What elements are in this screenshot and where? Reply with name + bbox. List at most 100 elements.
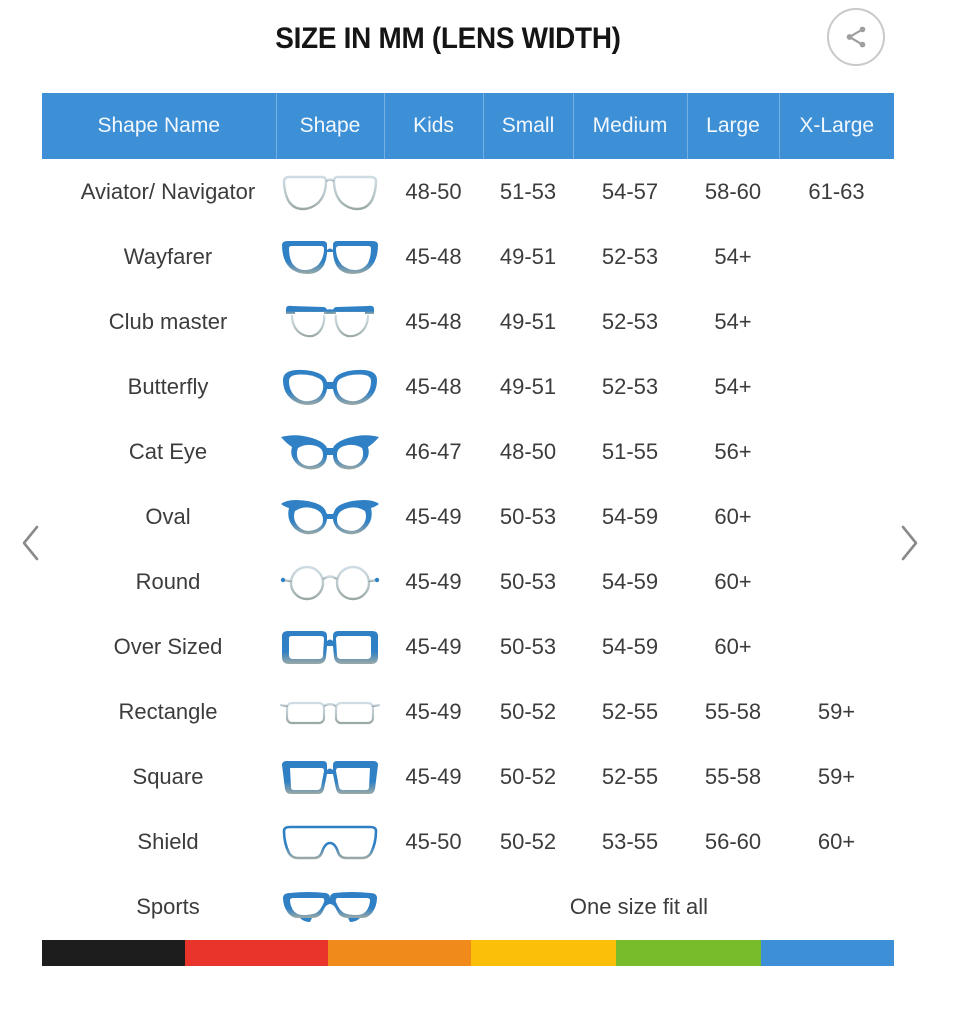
column-header-kids[interactable]: Kids: [384, 93, 484, 159]
shape-name-cell: Round: [42, 549, 276, 614]
xlarge-size-cell: [779, 484, 894, 549]
xlarge-size-cell: 59+: [779, 744, 894, 809]
cateye-glasses-icon: [276, 419, 384, 484]
column-header-shape-name[interactable]: Shape Name: [42, 93, 277, 159]
small-size-cell: 50-53: [483, 549, 573, 614]
column-header-large[interactable]: Large: [687, 93, 780, 159]
medium-size-cell: 52-55: [573, 679, 687, 744]
table-row: Rectangle 45-49 50-52 52-55 55-58 59+: [42, 679, 894, 744]
medium-size-cell: 51-55: [573, 419, 687, 484]
medium-size-cell: 52-53: [573, 289, 687, 354]
small-size-cell: 49-51: [483, 289, 573, 354]
large-size-cell: 58-60: [687, 159, 779, 224]
chart-card: SIZE IN MM (LENS WIDTH): [42, 8, 894, 966]
share-button[interactable]: [827, 8, 885, 66]
shape-name-cell: Aviator/ Navigator: [42, 159, 276, 224]
table-row: Sports One size fit all: [42, 874, 894, 939]
butterfly-glasses-icon: [276, 354, 384, 419]
xlarge-size-cell: [779, 224, 894, 289]
small-size-cell: 48-50: [483, 419, 573, 484]
table-row: Over Sized 45-49 50-53 54-59 60+: [42, 614, 894, 679]
kids-size-cell: 48-50: [384, 159, 483, 224]
table-row: Round 45-49 50-53 54-59 60+: [42, 549, 894, 614]
column-header-shape[interactable]: Shape: [276, 93, 385, 159]
large-size-cell: 54+: [687, 354, 779, 419]
large-size-cell: 55-58: [687, 744, 779, 809]
small-size-cell: 50-52: [483, 679, 573, 744]
small-size-cell: 50-53: [483, 614, 573, 679]
medium-size-cell: 52-53: [573, 354, 687, 419]
shape-name-cell: Over Sized: [42, 614, 276, 679]
shape-name-cell: Butterfly: [42, 354, 276, 419]
large-size-cell: 54+: [687, 289, 779, 354]
wayfarer-glasses-icon: [276, 224, 384, 289]
large-size-cell: 60+: [687, 484, 779, 549]
next-button[interactable]: [886, 515, 932, 575]
shield-glasses-icon: [276, 809, 384, 874]
color-bar: [42, 940, 894, 966]
medium-size-cell: 54-59: [573, 484, 687, 549]
rectangle-glasses-icon: [276, 679, 384, 744]
small-size-cell: 50-52: [483, 809, 573, 874]
small-size-cell: 49-51: [483, 224, 573, 289]
shape-name-cell: Shield: [42, 809, 276, 874]
large-size-cell: 54+: [687, 224, 779, 289]
medium-size-cell: 53-55: [573, 809, 687, 874]
round-glasses-icon: [276, 549, 384, 614]
xlarge-size-cell: [779, 614, 894, 679]
kids-size-cell: 45-48: [384, 224, 483, 289]
table-row: Shield 45-50 50-52 53-55 56-60 60+: [42, 809, 894, 874]
xlarge-size-cell: [779, 549, 894, 614]
square-glasses-icon: [276, 744, 384, 809]
xlarge-size-cell: [779, 354, 894, 419]
kids-size-cell: 45-48: [384, 354, 483, 419]
oval-glasses-icon: [276, 484, 384, 549]
kids-size-cell: 45-49: [384, 744, 483, 809]
table-row: Cat Eye 46-47 48-50 51-55 56+: [42, 419, 894, 484]
kids-size-cell: 45-49: [384, 614, 483, 679]
color-bar-segment-red: [185, 940, 328, 966]
column-header-medium[interactable]: Medium: [573, 93, 688, 159]
table-row: Aviator/ Navigator 48-50 51-53 54-57 58-60 61…: [42, 159, 894, 224]
xlarge-size-cell: 59+: [779, 679, 894, 744]
share-icon: [843, 24, 869, 50]
kids-size-cell: 45-50: [384, 809, 483, 874]
table-header-row: Shape Name Shape Kids Small Medium Large…: [42, 93, 894, 159]
page-title: SIZE IN MM (LENS WIDTH): [275, 22, 621, 55]
small-size-cell: 49-51: [483, 354, 573, 419]
shape-name-cell: Wayfarer: [42, 224, 276, 289]
color-bar-segment-orange: [328, 940, 471, 966]
table-row: Wayfarer 45-48 49-51 52-53 54+: [42, 224, 894, 289]
kids-size-cell: 45-49: [384, 549, 483, 614]
small-size-cell: 50-53: [483, 484, 573, 549]
column-header-small[interactable]: Small: [483, 93, 574, 159]
clubmaster-glasses-icon: [276, 289, 384, 354]
kids-size-cell: 45-49: [384, 484, 483, 549]
xlarge-size-cell: 60+: [779, 809, 894, 874]
xlarge-size-cell: 61-63: [779, 159, 894, 224]
table-body: Aviator/ Navigator 48-50 51-53 54-57 58-60 61…: [42, 159, 894, 939]
aviator-glasses-icon: [276, 159, 384, 224]
large-size-cell: 56+: [687, 419, 779, 484]
color-bar-segment-black: [42, 940, 185, 966]
size-table: Shape Name Shape Kids Small Medium Large…: [42, 93, 894, 939]
sports-glasses-icon: [276, 874, 384, 939]
previous-button[interactable]: [8, 515, 54, 575]
chevron-right-icon: [896, 522, 922, 569]
chevron-left-icon: [18, 522, 44, 569]
medium-size-cell: 52-55: [573, 744, 687, 809]
large-size-cell: 56-60: [687, 809, 779, 874]
kids-size-cell: 45-48: [384, 289, 483, 354]
kids-size-cell: 46-47: [384, 419, 483, 484]
column-header-xlarge[interactable]: X-Large: [779, 93, 894, 159]
small-size-cell: 50-52: [483, 744, 573, 809]
shape-name-cell: Oval: [42, 484, 276, 549]
size-table-container: Shape Name Shape Kids Small Medium Large…: [42, 93, 894, 939]
shape-name-cell: Sports: [42, 874, 276, 939]
oversized-glasses-icon: [276, 614, 384, 679]
medium-size-cell: 54-59: [573, 549, 687, 614]
table-row: Oval 45-49 50-53 54-59 60+: [42, 484, 894, 549]
color-bar-segment-green: [616, 940, 761, 966]
shape-name-cell: Square: [42, 744, 276, 809]
kids-size-cell: 45-49: [384, 679, 483, 744]
